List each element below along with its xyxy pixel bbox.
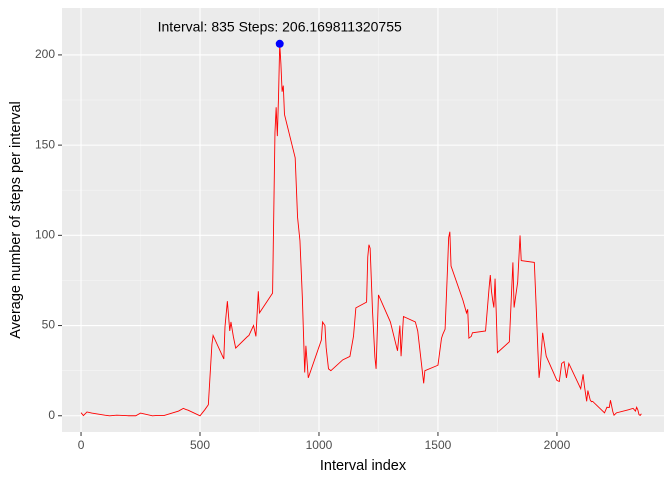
x-tick-label: 2000 [544, 438, 571, 452]
y-axis-title: Average number of steps per interval [8, 101, 24, 339]
x-axis-title: Interval index [320, 458, 407, 474]
y-tick-label: 50 [42, 318, 56, 332]
x-tick-label: 0 [78, 438, 85, 452]
max-point [275, 39, 284, 48]
grid [62, 8, 664, 432]
y-tick-label: 100 [35, 228, 55, 242]
x-tick-label: 1000 [306, 438, 333, 452]
y-tick-label: 0 [48, 408, 55, 422]
y-tick-label: 150 [35, 137, 55, 151]
annotation: Interval: 835 Steps: 206.169811320755 [158, 18, 402, 34]
x-tick-label: 500 [190, 438, 210, 452]
data-line [80, 43, 642, 417]
panel [62, 8, 664, 432]
x-tick-label: 1500 [425, 438, 452, 452]
y-tick-label: 200 [35, 47, 55, 61]
